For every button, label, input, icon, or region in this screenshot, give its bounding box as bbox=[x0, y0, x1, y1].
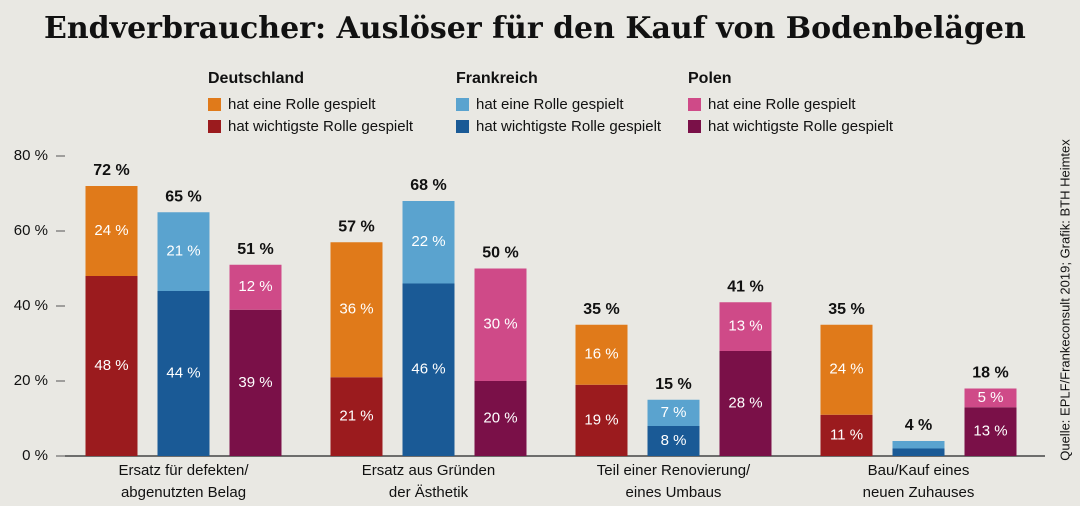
bar-segment bbox=[474, 381, 527, 456]
bar-segment bbox=[820, 414, 873, 456]
data-label: 8 % bbox=[661, 432, 687, 449]
bar-segment bbox=[330, 242, 383, 378]
data-label: 13 % bbox=[728, 318, 762, 335]
total-label: 72 % bbox=[93, 162, 129, 179]
bar-segment bbox=[892, 441, 945, 449]
legend-swatch bbox=[208, 98, 221, 111]
bar-segment bbox=[892, 448, 945, 456]
data-label: 21 % bbox=[166, 243, 200, 260]
y-tick-label: 20 % bbox=[14, 372, 48, 389]
legend-swatch bbox=[688, 120, 701, 133]
bar-segment bbox=[85, 186, 138, 276]
bar-segment bbox=[719, 302, 772, 351]
total-label: 57 % bbox=[338, 218, 374, 235]
bar-segment bbox=[719, 351, 772, 456]
total-label: 18 % bbox=[972, 365, 1008, 382]
total-label: 50 % bbox=[482, 245, 518, 262]
bar-segment bbox=[820, 324, 873, 415]
y-tick-label: 80 % bbox=[14, 147, 48, 164]
bar-segment bbox=[330, 377, 383, 456]
y-tick-label: 0 % bbox=[22, 447, 48, 464]
legend-group-title: Frankreich bbox=[456, 70, 538, 87]
data-label: 5 % bbox=[978, 389, 1004, 406]
x-tick-label: Ersatz aus Gründen bbox=[362, 462, 495, 479]
bar-segment bbox=[964, 388, 1017, 408]
x-tick-label: Bau/Kauf eines bbox=[868, 462, 970, 479]
total-label: 4 % bbox=[905, 417, 933, 434]
bar-segment bbox=[402, 201, 455, 284]
total-label: 15 % bbox=[655, 376, 691, 393]
legend-label: hat eine Rolle gespielt bbox=[228, 96, 376, 113]
legend-group-title: Deutschland bbox=[208, 70, 304, 87]
total-label: 35 % bbox=[828, 301, 864, 318]
data-label: 28 % bbox=[728, 394, 762, 411]
total-label: 35 % bbox=[583, 301, 619, 318]
y-tick-label: 40 % bbox=[14, 297, 48, 314]
data-label: 12 % bbox=[238, 278, 272, 295]
data-label: 24 % bbox=[94, 222, 128, 239]
x-tick-label: Ersatz für defekten/ bbox=[118, 462, 249, 479]
bar-segment bbox=[474, 268, 527, 381]
legend-label: hat wichtigste Rolle gespielt bbox=[228, 118, 414, 135]
total-label: 65 % bbox=[165, 188, 201, 205]
x-tick-label: neuen Zuhauses bbox=[863, 484, 975, 501]
data-label: 21 % bbox=[339, 408, 373, 425]
data-label: 46 % bbox=[411, 361, 445, 378]
data-label: 22 % bbox=[411, 233, 445, 250]
x-tick-label: abgenutzten Belag bbox=[121, 484, 246, 501]
data-label: 44 % bbox=[166, 364, 200, 381]
bar-segment bbox=[85, 276, 138, 456]
legend-group-title: Polen bbox=[688, 70, 732, 87]
legend-label: hat wichtigste Rolle gespielt bbox=[476, 118, 662, 135]
data-label: 36 % bbox=[339, 301, 373, 318]
bar-segment bbox=[402, 283, 455, 456]
bar-segment bbox=[964, 407, 1017, 456]
chart-title: Endverbraucher: Auslöser für den Kauf vo… bbox=[44, 11, 1026, 46]
bar-segment bbox=[157, 291, 210, 456]
data-label: 20 % bbox=[483, 409, 517, 426]
data-label: 48 % bbox=[94, 357, 128, 374]
bar-segment bbox=[229, 264, 282, 310]
legend-label: hat eine Rolle gespielt bbox=[708, 96, 856, 113]
legend-swatch bbox=[456, 120, 469, 133]
total-label: 68 % bbox=[410, 177, 446, 194]
total-label: 41 % bbox=[727, 278, 763, 295]
data-label: 24 % bbox=[829, 361, 863, 378]
data-label: 30 % bbox=[483, 316, 517, 333]
total-label: 51 % bbox=[237, 241, 273, 258]
data-label: 13 % bbox=[973, 423, 1007, 440]
legend-swatch bbox=[208, 120, 221, 133]
bar-segment bbox=[575, 324, 628, 385]
source-note: Quelle: EPLF/Frankeconsult 2019; Grafik:… bbox=[1057, 139, 1072, 461]
legend-label: hat eine Rolle gespielt bbox=[476, 96, 624, 113]
legend-swatch bbox=[688, 98, 701, 111]
bar-segment bbox=[575, 384, 628, 456]
legend-label: hat wichtigste Rolle gespielt bbox=[708, 118, 894, 135]
data-label: 19 % bbox=[584, 411, 618, 428]
data-label: 11 % bbox=[830, 426, 863, 443]
x-tick-label: Teil einer Renovierung/ bbox=[597, 462, 751, 479]
data-label: 39 % bbox=[238, 374, 272, 391]
bar-segment bbox=[647, 399, 700, 426]
y-tick-label: 60 % bbox=[14, 222, 48, 239]
data-label: 16 % bbox=[584, 346, 618, 363]
bar-segment bbox=[647, 426, 700, 456]
legend-swatch bbox=[456, 98, 469, 111]
x-tick-label: der Ästhetik bbox=[389, 484, 469, 501]
bar-segment bbox=[157, 212, 210, 291]
data-label: 7 % bbox=[661, 404, 687, 421]
x-tick-label: eines Umbaus bbox=[626, 484, 722, 501]
bar-segment bbox=[229, 309, 282, 456]
